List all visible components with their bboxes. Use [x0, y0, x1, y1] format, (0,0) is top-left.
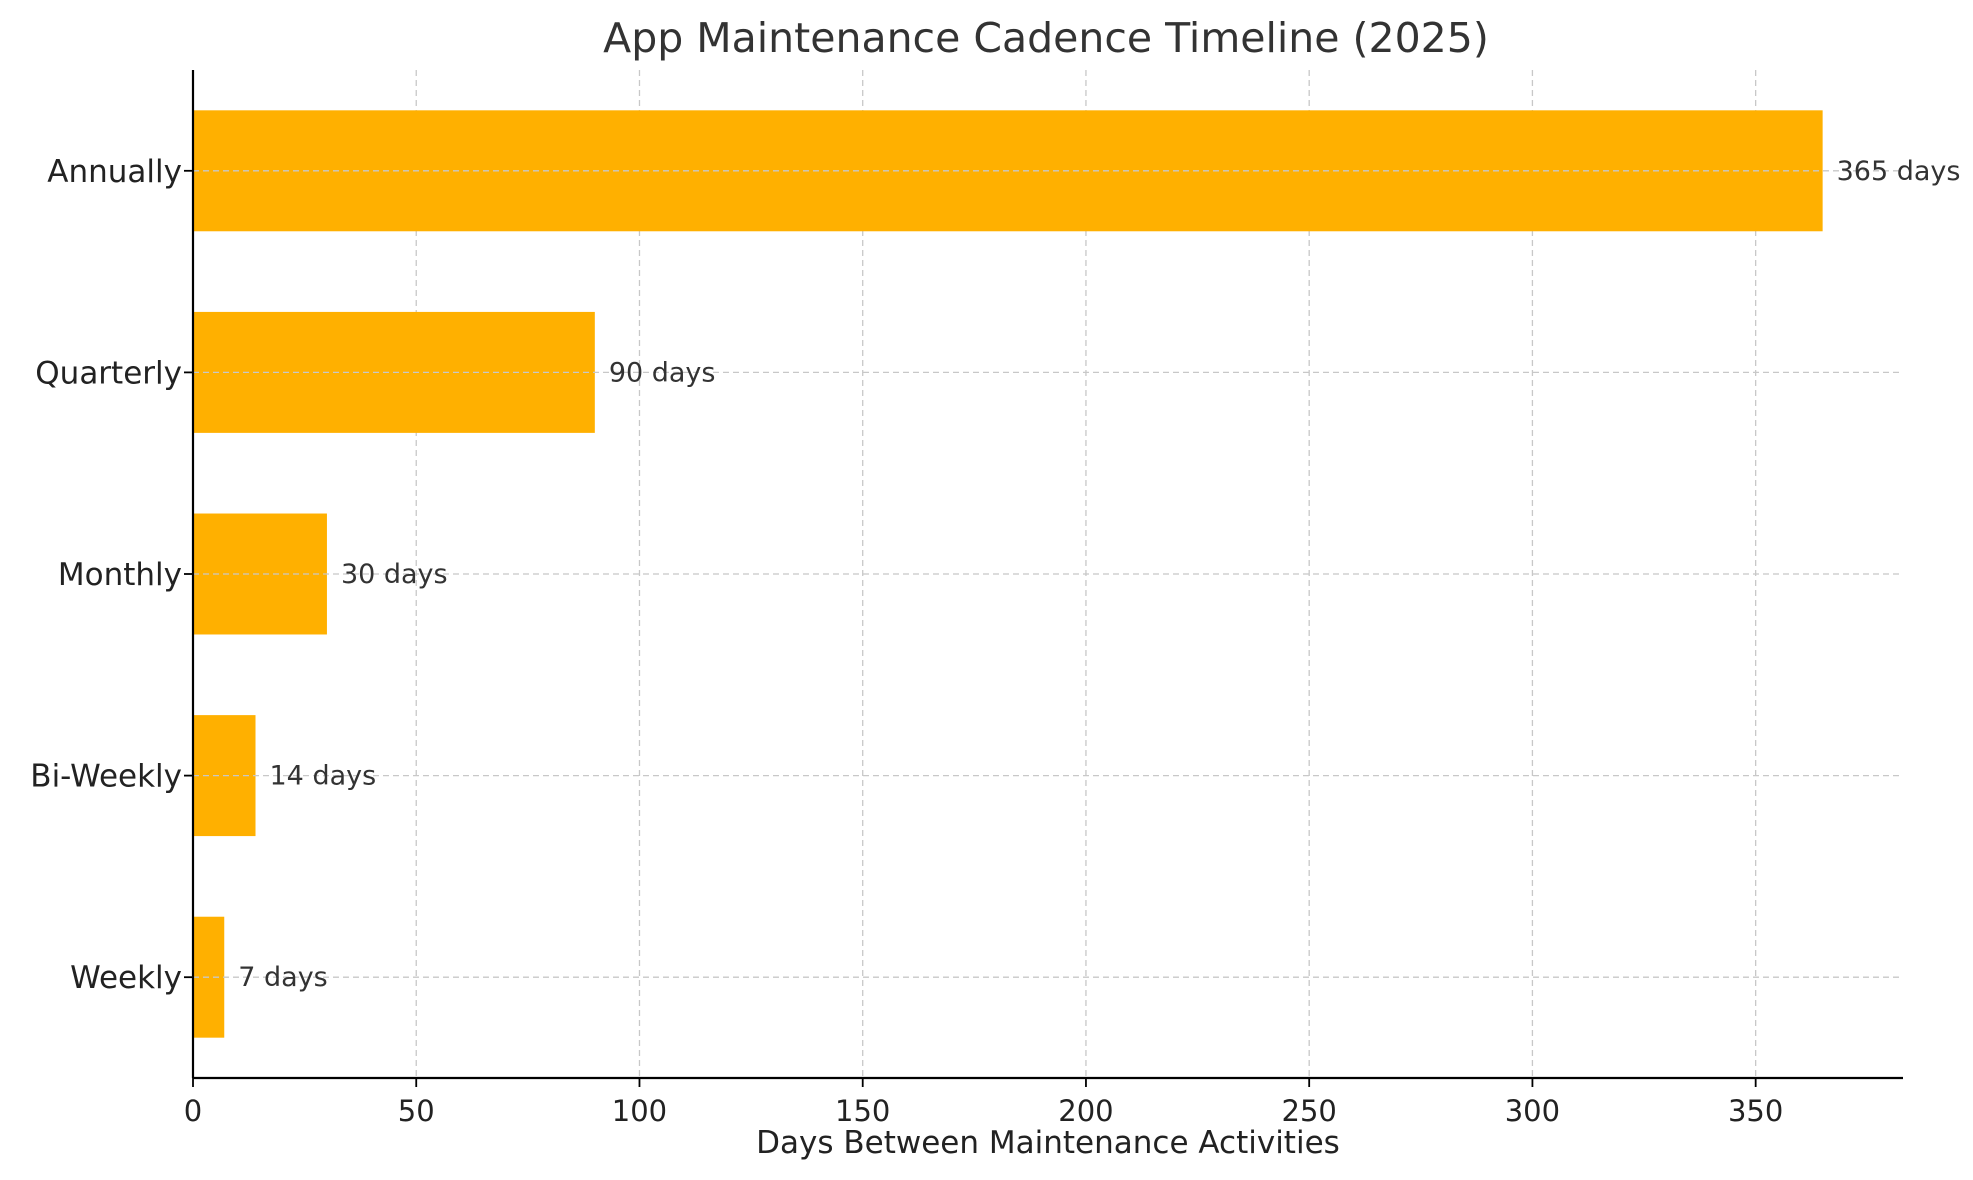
data-label: 30 days: [341, 559, 448, 590]
x-tick-label: 150: [835, 1094, 890, 1128]
chart-title: App Maintenance Cadence Timeline (2025): [603, 14, 1489, 62]
y-tick-label: Weekly: [70, 960, 182, 996]
x-tick-label: 100: [612, 1094, 667, 1128]
y-tick-label: Annually: [47, 154, 182, 190]
x-tick-label: 300: [1505, 1094, 1560, 1128]
x-tick-label: 200: [1058, 1094, 1113, 1128]
y-tick-label: Monthly: [58, 557, 182, 593]
y-tick-label: Quarterly: [35, 355, 182, 391]
data-label: 14 days: [270, 761, 377, 792]
data-label: 365 days: [1837, 156, 1961, 187]
x-tick-label: 0: [184, 1094, 202, 1128]
y-tick-label: Bi-Weekly: [30, 759, 182, 795]
data-label: 90 days: [609, 357, 716, 388]
data-label: 7 days: [238, 962, 328, 993]
data-labels: 7 days 14 days 30 days 90 days 365 days: [193, 156, 1960, 993]
x-tick-label: 250: [1282, 1094, 1337, 1128]
x-tick-label: 350: [1728, 1094, 1783, 1128]
x-tick-label: 50: [398, 1094, 435, 1128]
axes: 0 50 100 150 200 250 300 350 Weekly Bi-Weekly Mont…: [30, 70, 1903, 1128]
x-axis-label: Days Between Maintenance Activities: [756, 1125, 1340, 1161]
